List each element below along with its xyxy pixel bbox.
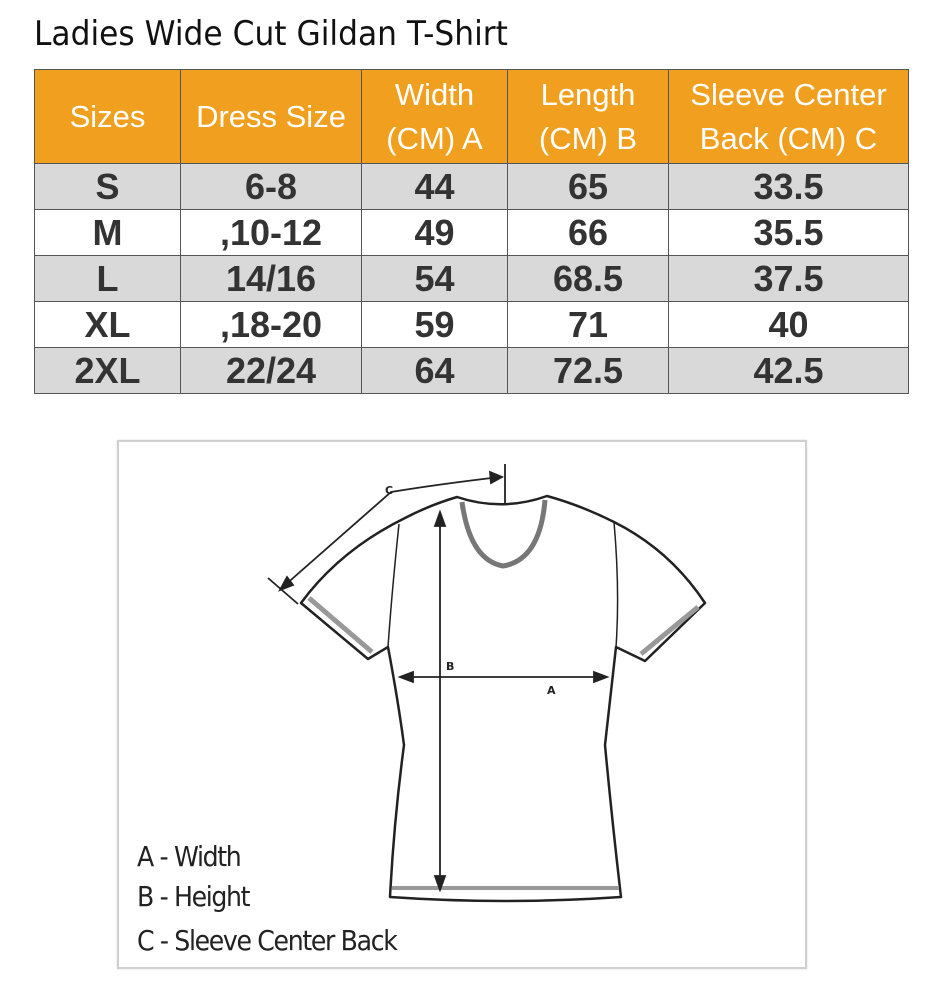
table-cell: 68.5 [507, 255, 669, 302]
a-arrow-head-left [397, 670, 414, 684]
table-cell: 2XL [34, 347, 181, 394]
left-cuff [307, 596, 374, 654]
table-cell: S [34, 163, 181, 210]
neckline [459, 499, 548, 569]
table-header-row: Sizes Dress Size Width (CM) A Length (CM… [34, 69, 909, 164]
header-dress-size: Dress Size [180, 69, 362, 164]
right-seam [613, 521, 619, 648]
table-cell: 44 [361, 163, 508, 210]
table-cell: 66 [507, 209, 669, 256]
table-row: 2XL 22/24 64 72.5 42.5 [34, 347, 909, 394]
a-arrow-head-right [593, 670, 610, 684]
b-arrow-head-top [433, 509, 447, 527]
page-title: Ladies Wide Cut Gildan T-Shirt [34, 14, 508, 54]
table-cell: M [34, 209, 181, 256]
header-sleeve: Sleeve Center Back (CM) C [668, 69, 909, 164]
c-tick-bottom [267, 577, 299, 605]
header-width: Width (CM) A [361, 69, 508, 164]
table-row: S 6-8 44 65 33.5 [34, 163, 909, 210]
header-length: Length (CM) B [507, 69, 669, 164]
table-row: L 14/16 54 68.5 37.5 [34, 255, 909, 302]
table-cell: 72.5 [507, 347, 669, 394]
c-arrow-head-left [278, 575, 295, 592]
legend-width: A - Width [137, 840, 242, 873]
table-cell: ,10-12 [180, 209, 362, 256]
table-cell: 35.5 [668, 209, 909, 256]
measurement-diagram [117, 440, 807, 969]
header-sizes: Sizes [34, 69, 181, 164]
table-cell: 54 [361, 255, 508, 302]
c-arrow-head-right [488, 470, 505, 485]
table-cell: 14/16 [180, 255, 362, 302]
table-cell: 6-8 [180, 163, 362, 210]
c-arrow-line [283, 476, 501, 587]
table-cell: XL [34, 301, 181, 348]
table-cell: 59 [361, 301, 508, 348]
legend-height: B - Height [137, 880, 251, 913]
label-a: A [547, 684, 556, 697]
table-cell: 33.5 [668, 163, 909, 210]
table-row: XL ,18-20 59 71 40 [34, 301, 909, 348]
table-cell: L [34, 255, 181, 302]
table-cell: 71 [507, 301, 669, 348]
left-seam [387, 523, 400, 648]
table-cell: 64 [361, 347, 508, 394]
label-c: C [385, 484, 393, 497]
table-cell: ,18-20 [180, 301, 362, 348]
b-arrow-head-bottom [433, 875, 447, 893]
table-cell: 49 [361, 209, 508, 256]
table-cell: 42.5 [668, 347, 909, 394]
size-chart-table: Sizes Dress Size Width (CM) A Length (CM… [34, 69, 909, 394]
table-cell: 22/24 [180, 347, 362, 394]
shirt-outline [299, 494, 707, 903]
legend-sleeve: C - Sleeve Center Back [137, 924, 398, 957]
label-b: B [446, 660, 454, 673]
table-cell: 37.5 [668, 255, 909, 302]
right-cuff [639, 605, 700, 656]
table-row: M ,10-12 49 66 35.5 [34, 209, 909, 256]
